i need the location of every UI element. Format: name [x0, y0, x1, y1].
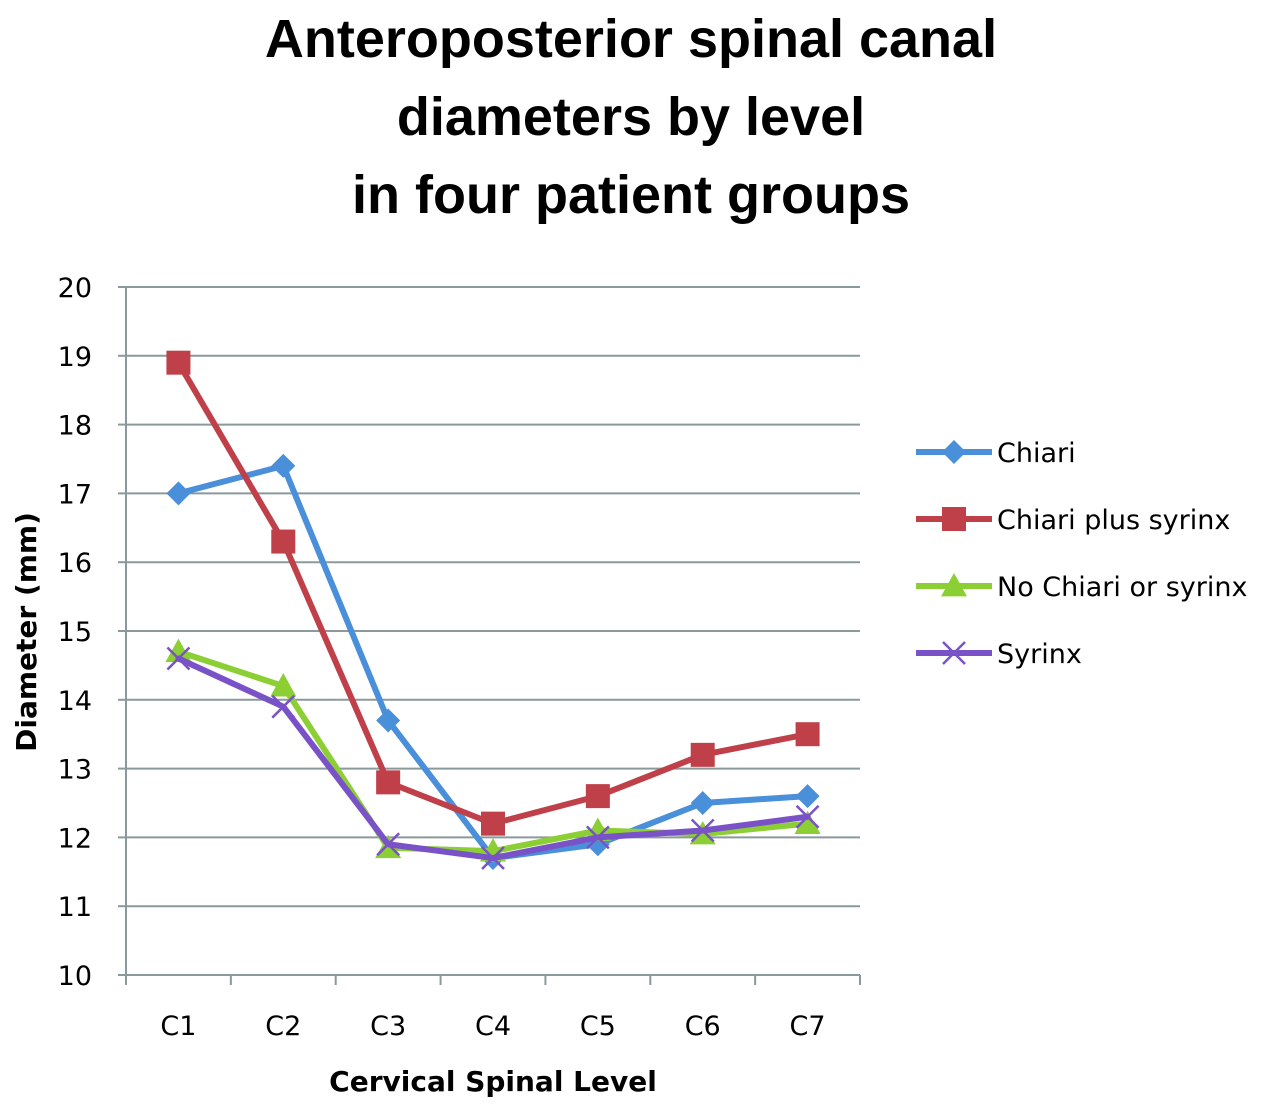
y-tick-label: 10 [58, 961, 92, 992]
legend-marker [942, 440, 966, 464]
chart-title-line-1: Anteroposterior spinal canal [264, 9, 998, 69]
legend: Chiari Chiari plus syrinx No Chiari or syr… [916, 438, 1247, 670]
y-tick-label: 11 [58, 892, 92, 923]
data-point-chiari-plus-syrinx [481, 811, 505, 836]
series-layer [165, 350, 821, 871]
data-point-chiari [795, 784, 820, 809]
marker-stroke [690, 818, 715, 843]
legend-marker [942, 507, 966, 531]
legend-item-chiari: Chiari [916, 438, 1076, 469]
marker-stroke [795, 804, 820, 829]
legend-label: No Chiari or syrinx [997, 572, 1247, 603]
data-point-syrinx [795, 804, 820, 829]
legend-marker [941, 573, 967, 597]
x-tick-label: C6 [685, 1011, 721, 1042]
data-point-chiari-plus-syrinx [166, 350, 191, 375]
data-point-chiari-plus-syrinx [585, 784, 610, 809]
y-tick-label: 14 [58, 686, 92, 717]
marker-stroke [166, 646, 191, 671]
legend-label: Chiari plus syrinx [997, 505, 1230, 536]
series-chiari-plus-syrinx [166, 350, 820, 836]
marker-stroke [942, 641, 966, 665]
chart-title-line-3: in four patient groups [352, 165, 910, 225]
data-point-chiari-plus-syrinx [690, 742, 715, 767]
y-axis-title: Diameter (mm) [10, 512, 43, 752]
data-point-no-chiari-or-syrinx [165, 638, 192, 663]
legend-label: Chiari [997, 438, 1076, 469]
y-tick-label: 13 [58, 755, 92, 786]
data-point-chiari-plus-syrinx [795, 722, 820, 747]
x-tick-label: C1 [160, 1011, 196, 1042]
data-point-chiari [166, 481, 191, 506]
data-point-chiari [690, 791, 715, 815]
x-axis-title: Cervical Spinal Level [329, 1065, 657, 1098]
legend-item-chiari-plus-syrinx: Chiari plus syrinx [916, 505, 1230, 536]
y-tick-label: 16 [58, 548, 92, 579]
chart-title: Anteroposterior spinal canal diameters b… [0, 0, 1262, 234]
x-tick-label: C4 [475, 1011, 511, 1042]
data-point-syrinx [271, 694, 296, 719]
series-chiari [166, 453, 820, 871]
legend-marker [942, 641, 966, 665]
data-point-chiari-plus-syrinx [376, 770, 401, 795]
data-point-syrinx [585, 825, 610, 850]
marker-stroke [481, 846, 505, 870]
data-point-syrinx [376, 832, 401, 857]
marker-stroke [585, 825, 610, 850]
data-point-no-chiari-or-syrinx [270, 673, 297, 697]
data-point-chiari-plus-syrinx [271, 529, 296, 554]
x-tick-label: C7 [790, 1011, 826, 1042]
gridlines [126, 286, 860, 976]
data-point-syrinx [690, 818, 715, 843]
legend-item-syrinx: Syrinx [916, 639, 1082, 670]
legend-label: Syrinx [997, 639, 1082, 670]
x-tick-label: C5 [580, 1011, 616, 1042]
x-tick-label: C3 [370, 1011, 406, 1042]
data-point-no-chiari-or-syrinx [794, 810, 821, 835]
x-tick-label: C2 [265, 1011, 301, 1042]
marker-stroke [376, 832, 401, 857]
chart-title-line-2: diameters by level [396, 87, 866, 147]
series-syrinx [166, 646, 820, 870]
y-tick-label: 19 [58, 342, 92, 373]
y-tick-label: 18 [58, 411, 92, 442]
y-tick-label: 17 [58, 479, 92, 510]
marker-stroke [271, 694, 296, 719]
y-tick-label: 15 [58, 617, 92, 648]
legend-item-no-chiari-or-syrinx: No Chiari or syrinx [916, 572, 1247, 603]
data-point-syrinx [481, 846, 505, 870]
data-point-chiari [271, 453, 296, 478]
axes: 10 11 12 13 14 15 16 17 18 19 20 C1 C2 C3 C4 C5 C6 C7 [58, 273, 861, 1042]
data-point-chiari [376, 708, 401, 733]
data-point-syrinx [166, 646, 191, 671]
y-tick-label: 12 [58, 823, 92, 854]
y-tick-label: 20 [58, 273, 92, 304]
